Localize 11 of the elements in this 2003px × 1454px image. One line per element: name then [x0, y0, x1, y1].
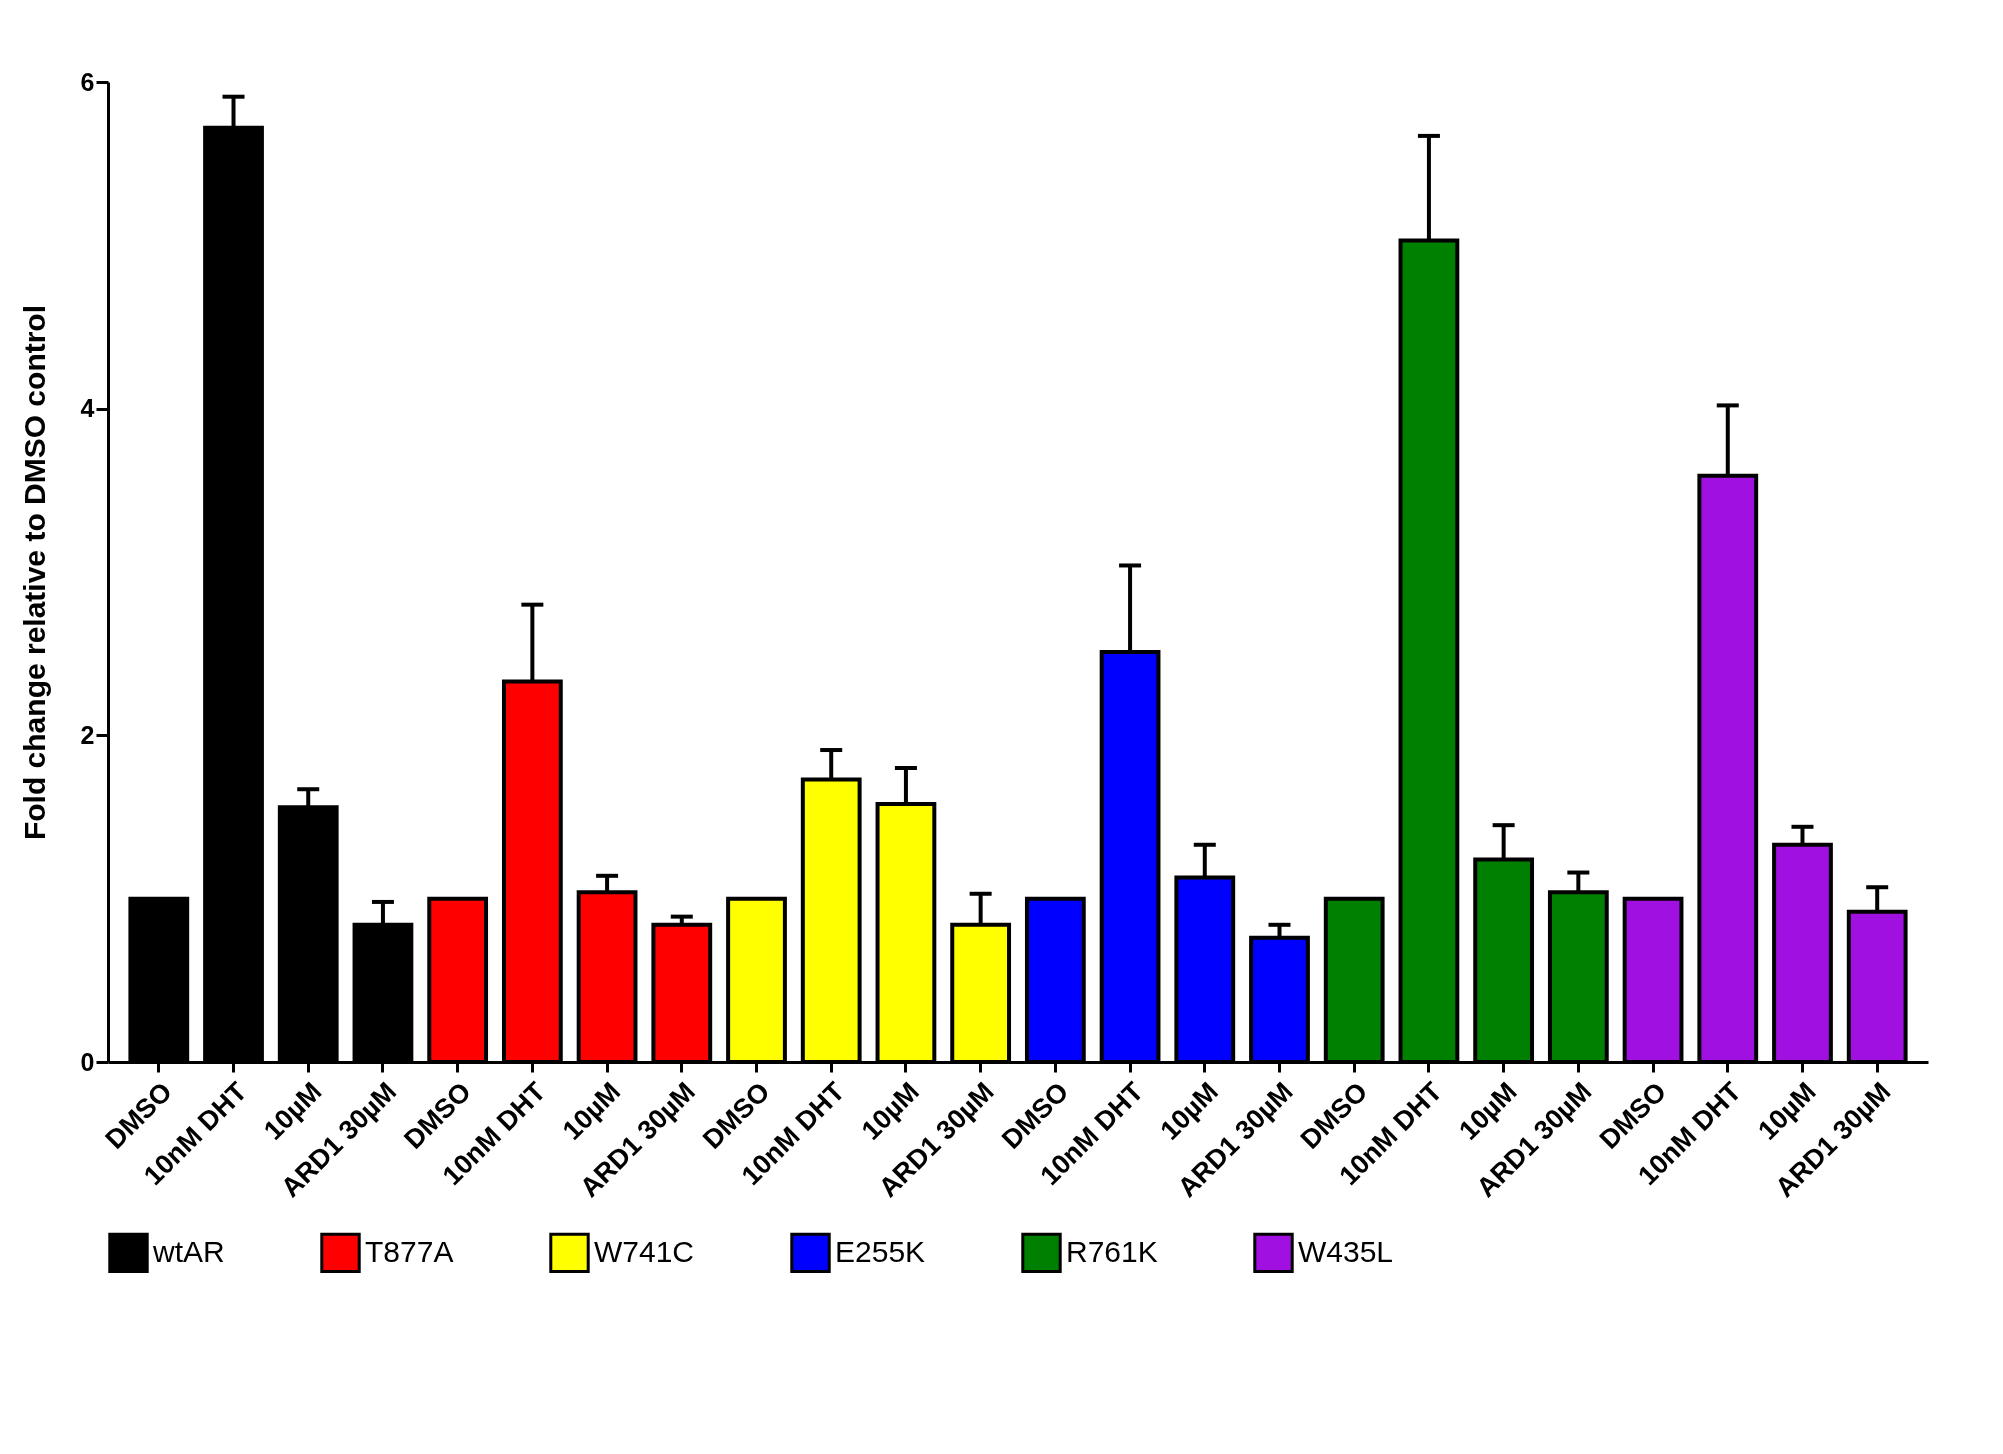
legend-label: W435L [1298, 1234, 1394, 1268]
legend-label: T877A [365, 1234, 454, 1268]
legend-label: R761K [1066, 1234, 1158, 1268]
y-tick-label: 6 [80, 67, 95, 96]
y-axis-title: Fold change relative to DMSO control [17, 304, 51, 841]
legend-label: E255K [835, 1234, 926, 1268]
y-tick-label: 4 [80, 394, 95, 423]
legend-label: W741C [594, 1234, 695, 1268]
y-tick-label: 0 [80, 1047, 95, 1076]
legend-label: wtAR [152, 1234, 225, 1268]
y-tick-label: 2 [80, 720, 95, 749]
